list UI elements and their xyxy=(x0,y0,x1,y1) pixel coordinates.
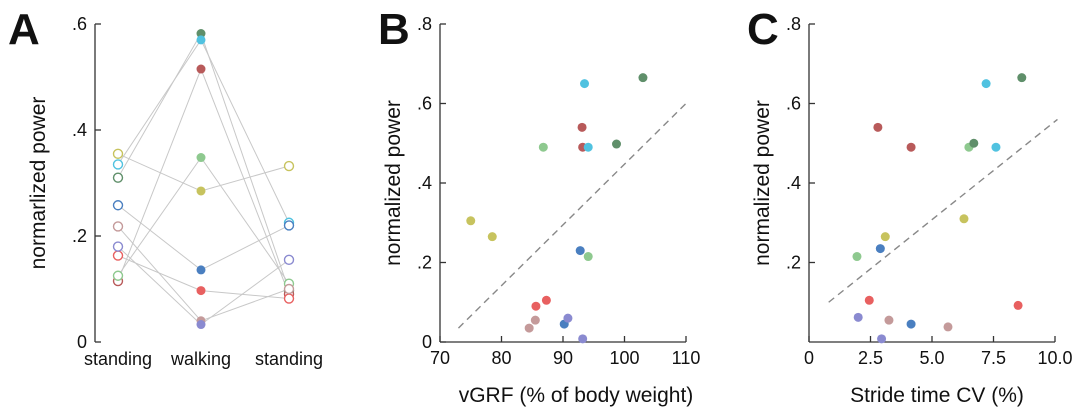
panel-b-data-point xyxy=(525,324,534,333)
panel-c-data-point xyxy=(959,214,968,223)
data-point-open xyxy=(114,149,123,158)
panel-c-ylabel: normalized power xyxy=(751,100,774,266)
panel-a-xtick-label: walking xyxy=(170,349,231,369)
panel-b-data-point xyxy=(578,123,587,132)
panel-a-ytick-label: .4 xyxy=(72,120,87,140)
data-point-open xyxy=(285,162,294,171)
data-point-open xyxy=(285,255,294,264)
panel-c-ytick-label: .8 xyxy=(786,14,801,34)
panel-c-data-point xyxy=(982,79,991,88)
data-point-open xyxy=(114,201,123,210)
panel-c-data-point xyxy=(876,244,885,253)
panel-c-xlabel: Stride time CV (%) xyxy=(850,384,1024,407)
panel-b-ytick-label: .2 xyxy=(417,253,432,273)
panel-b-data-point xyxy=(584,143,593,152)
panel-b-data-point xyxy=(580,79,589,88)
panel-c-data-point xyxy=(969,139,978,148)
data-point-open xyxy=(114,173,123,182)
panel-a-ylabel: normarlized power xyxy=(27,97,50,270)
panel-b-xtick-label: 100 xyxy=(609,348,639,368)
panel-b-xtick-label: 110 xyxy=(672,348,701,368)
panel-c-data-point xyxy=(877,334,886,343)
panel-c-xtick-label: 5.0 xyxy=(919,348,944,368)
panel-b-ytick-label: .6 xyxy=(417,94,432,114)
data-point-open xyxy=(114,251,123,260)
panel-c-data-point xyxy=(943,322,952,331)
panel-c-ytick-label: .2 xyxy=(786,253,801,273)
panel-c-data-point xyxy=(852,252,861,261)
data-point xyxy=(197,286,206,295)
panel-b-data-point xyxy=(584,252,593,261)
panel-c-data-point xyxy=(991,143,1000,152)
panel-c-xtick-label: 10.0 xyxy=(1037,348,1072,368)
panel-b-ytick-label: .8 xyxy=(417,14,432,34)
panel-b-data-point xyxy=(488,232,497,241)
panel-b-data-point xyxy=(576,246,585,255)
panel-c-xtick-label: 0 xyxy=(804,348,814,368)
panel-b-data-point xyxy=(638,73,647,82)
series-line xyxy=(118,69,289,294)
panel-a-ytick-label: .2 xyxy=(72,226,87,246)
data-point xyxy=(197,186,206,195)
series-line xyxy=(118,158,289,284)
data-point xyxy=(197,320,206,329)
panel-letter-c: C xyxy=(747,5,779,54)
panel-b-data-point xyxy=(531,302,540,311)
data-point xyxy=(197,265,206,274)
data-point-open xyxy=(285,294,294,303)
data-point-open xyxy=(114,242,123,251)
panel-b-ylabel: normalized power xyxy=(382,100,405,266)
panel-b-data-point xyxy=(563,314,572,323)
panel-b-data-point xyxy=(542,296,551,305)
panel-b-ytick-label: .4 xyxy=(417,173,432,193)
panel-b-data-point xyxy=(539,143,548,152)
panel-c-regression-line xyxy=(829,119,1058,302)
panel-b-xtick-label: 70 xyxy=(430,348,450,368)
panel-a-ytick-label: .6 xyxy=(72,14,87,34)
data-point xyxy=(197,153,206,162)
panel-c-data-point xyxy=(907,143,916,152)
data-point-open xyxy=(285,285,294,294)
data-point-open xyxy=(114,271,123,280)
panel-letter-b: B xyxy=(378,5,410,54)
panel-c-data-point xyxy=(854,313,863,322)
panel-c-data-point xyxy=(1014,301,1023,310)
panel-c-data-point xyxy=(865,296,874,305)
panel-c-xtick-label: 7.5 xyxy=(981,348,1006,368)
panel-b-xtick-label: 90 xyxy=(553,348,573,368)
series-line xyxy=(118,247,289,325)
panel-c-data-point xyxy=(881,232,890,241)
panel-a-xtick-label: standing xyxy=(255,349,323,369)
panel-b-data-point xyxy=(578,334,587,343)
data-point-open xyxy=(285,221,294,230)
panel-c-data-point xyxy=(907,320,916,329)
panel-b-regression-line xyxy=(458,104,686,329)
panel-b-data-point xyxy=(531,316,540,325)
panel-c-ytick-label: .6 xyxy=(786,94,801,114)
data-point-open xyxy=(114,222,123,231)
panel-c-ytick-label: .4 xyxy=(786,173,801,193)
panel-a-xtick-label: standing xyxy=(84,349,152,369)
panel-c-data-point xyxy=(873,123,882,132)
panel-letter-a: A xyxy=(8,5,40,54)
data-point-open xyxy=(114,160,123,169)
panel-b-data-point xyxy=(466,216,475,225)
panel-c-data-point xyxy=(884,316,893,325)
panel-b-data-point xyxy=(612,140,621,149)
panel-b-xtick-label: 80 xyxy=(491,348,511,368)
panel-b-xlabel: vGRF (% of body weight) xyxy=(459,384,694,407)
data-point xyxy=(197,35,206,44)
data-point xyxy=(197,65,206,74)
panel-c-data-point xyxy=(1017,73,1026,82)
panel-c-xtick-label: 2.5 xyxy=(858,348,883,368)
